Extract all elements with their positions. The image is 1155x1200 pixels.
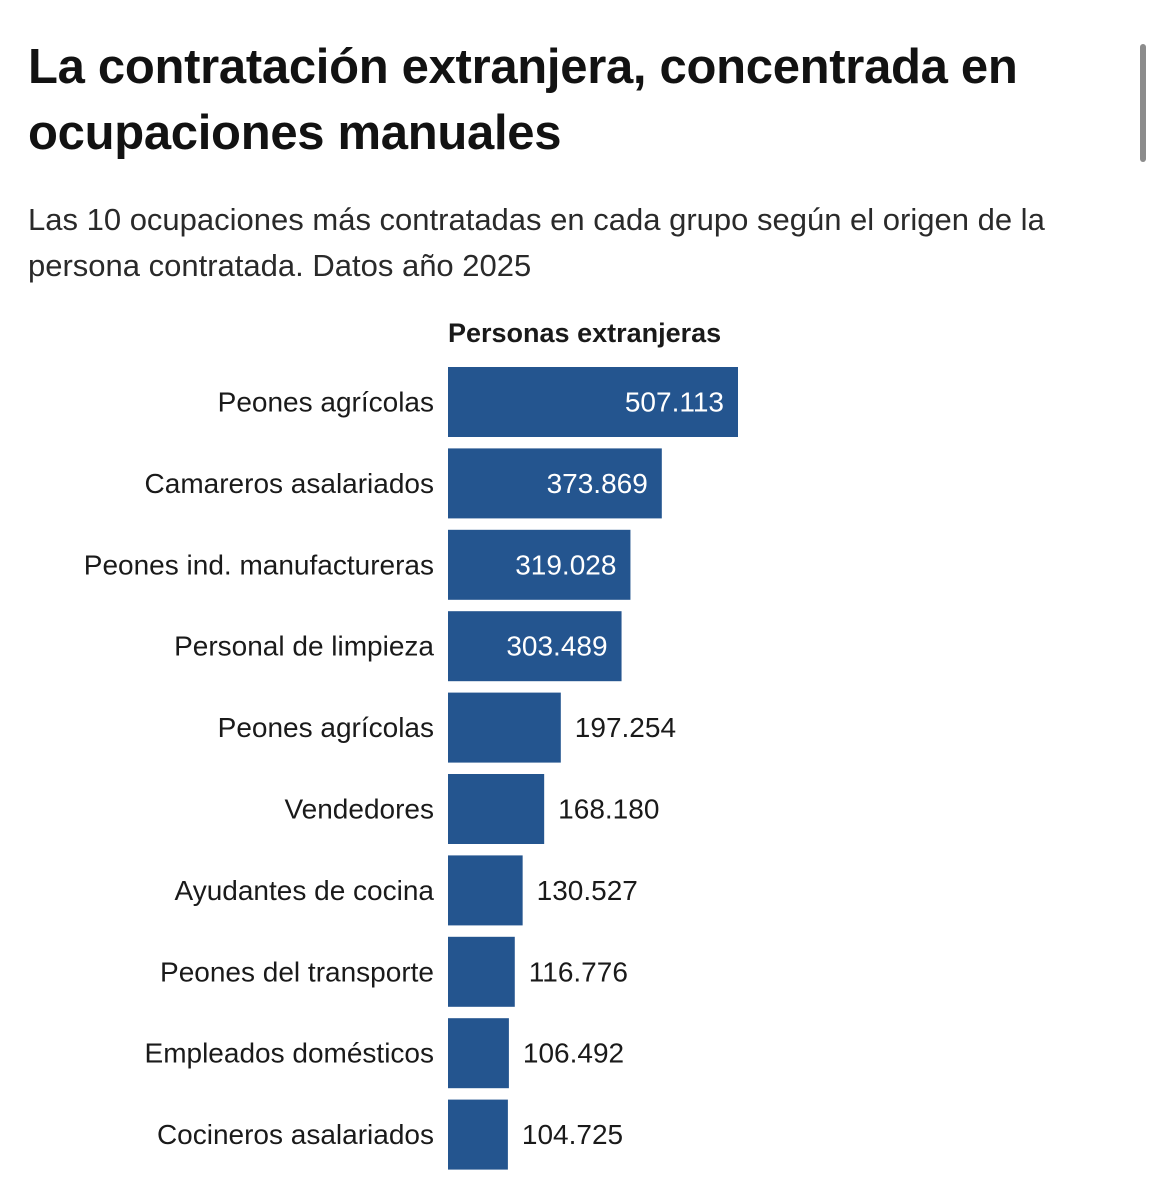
- value-label: 116.776: [529, 956, 628, 987]
- category-label: Camareros asalariados: [145, 468, 434, 499]
- category-label: Ayudantes de cocina: [175, 875, 435, 906]
- value-label: 507.113: [625, 387, 724, 418]
- category-label: Peones agrícolas: [218, 387, 434, 418]
- category-label: Cocineros asalariados: [157, 1119, 434, 1150]
- value-label: 197.254: [575, 712, 676, 743]
- bar-row: Peones agrícolas 507.113: [218, 367, 738, 437]
- bar-row: Empleados domésticos 106.492: [145, 1018, 624, 1089]
- bar[interactable]: [448, 1018, 509, 1089]
- category-label: Personal de limpieza: [174, 631, 434, 662]
- bar-row: Peones ind. manufactureras 319.028: [84, 529, 631, 600]
- bar[interactable]: [448, 774, 545, 844]
- category-label: Peones agrícolas: [218, 712, 434, 743]
- bar[interactable]: [448, 855, 523, 926]
- bar-row: Vendedores 168.180: [285, 774, 659, 844]
- bar-row: Peones del transporte 116.776: [160, 936, 628, 1007]
- value-label: 104.725: [522, 1119, 623, 1150]
- bar-row: Personal de limpieza 303.489: [174, 611, 622, 682]
- bar-row: Peones agrícolas 197.254: [218, 692, 676, 763]
- value-label: 168.180: [558, 794, 659, 825]
- bar[interactable]: [448, 936, 515, 1007]
- bar[interactable]: [448, 367, 738, 437]
- panel-title: Personas extranjeras: [448, 318, 722, 348]
- chart-subtitle: Las 10 ocupaciones más contratadas en ca…: [28, 202, 1045, 283]
- bar-row: Ayudantes de cocina 130.527: [175, 855, 638, 926]
- bar[interactable]: [448, 1099, 508, 1170]
- bar[interactable]: [448, 611, 622, 682]
- bar-row: Camareros asalariados 373.869: [145, 448, 662, 519]
- category-label: Empleados domésticos: [145, 1038, 434, 1069]
- chart-headline: La contratación extranjera, concentrada …: [28, 40, 1018, 160]
- value-label: 303.489: [506, 631, 607, 662]
- bar[interactable]: [448, 529, 631, 600]
- value-label: 130.527: [537, 875, 638, 906]
- bar[interactable]: [448, 448, 662, 519]
- value-label: 106.492: [523, 1038, 624, 1069]
- scrollbar-thumb[interactable]: [1140, 44, 1146, 162]
- bar[interactable]: [448, 692, 561, 763]
- value-label: 373.869: [547, 468, 648, 499]
- category-label: Peones del transporte: [160, 956, 434, 987]
- value-label: 319.028: [515, 549, 616, 580]
- category-label: Vendedores: [285, 794, 434, 825]
- bar-row: Cocineros asalariados 104.725: [157, 1099, 623, 1170]
- category-label: Peones ind. manufactureras: [84, 549, 434, 580]
